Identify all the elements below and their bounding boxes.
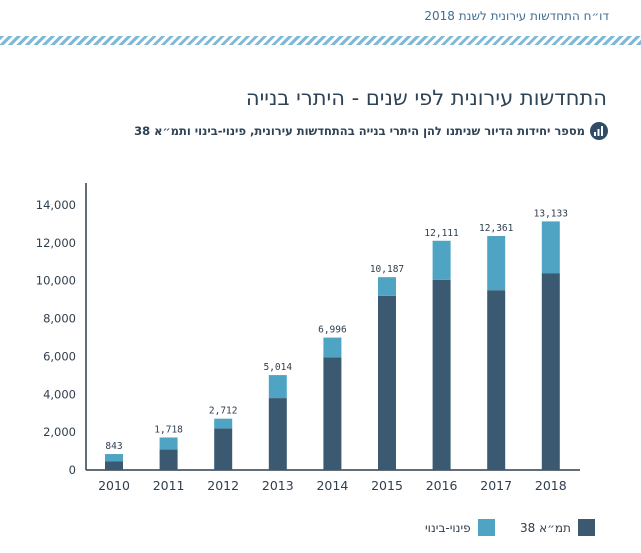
bar-segment-pinui-binui	[541, 221, 560, 274]
bar-segment-pinui-binui	[214, 418, 233, 429]
data-label: 5,014	[263, 362, 292, 373]
bar-segment-tama38	[159, 449, 178, 470]
data-label: 2,712	[209, 406, 238, 417]
data-label: 843	[105, 441, 122, 452]
bar-segment-tama38	[268, 398, 287, 470]
y-tick-label: 10,000	[36, 274, 76, 288]
data-label: 6,996	[318, 325, 347, 336]
bar-segment-tama38	[432, 279, 451, 470]
bar-segment-tama38	[541, 273, 560, 470]
data-label: 1,718	[154, 424, 183, 435]
legend-swatch	[477, 519, 495, 536]
data-label: 13,133	[534, 208, 568, 219]
bar-segment-pinui-binui	[159, 437, 178, 450]
bar-segment-tama38	[214, 428, 233, 470]
legend-swatch	[577, 519, 595, 536]
header-stripe	[0, 36, 641, 45]
bar-segment-pinui-binui	[105, 454, 123, 462]
bar-segment-tama38	[487, 290, 506, 470]
bar-segment-tama38	[323, 357, 342, 470]
y-tick-label: 4,000	[43, 387, 76, 401]
y-tick-label: 2,000	[43, 425, 76, 439]
chart-subtitle: מספר יחידות הדיור שניתנו להן היתרי בנייה…	[134, 124, 585, 138]
x-tick-label: 2013	[262, 478, 294, 493]
x-tick-label: 2017	[480, 478, 512, 493]
data-label: 12,111	[424, 228, 459, 239]
legend-label: תמ״א 38	[520, 520, 571, 535]
legend-label: פינוי-בינוי	[425, 520, 471, 535]
bar-segment-tama38	[105, 461, 123, 470]
x-tick-label: 2015	[371, 478, 403, 493]
x-tick-label: 2014	[316, 478, 348, 493]
y-tick-label: 14,000	[36, 198, 76, 212]
x-tick-label: 2010	[98, 478, 130, 493]
bar-chart-icon	[590, 122, 608, 140]
y-tick-label: 8,000	[43, 312, 76, 326]
x-tick-label: 2011	[153, 478, 185, 493]
bar-segment-tama38	[378, 295, 396, 470]
data-label: 12,361	[479, 223, 514, 234]
bar-segment-pinui-binui	[487, 236, 506, 291]
bar-segment-pinui-binui	[432, 240, 451, 280]
legend-item-series-1: פינוי-בינוי	[425, 519, 495, 536]
bar-segment-pinui-binui	[268, 375, 287, 399]
x-tick-label: 2018	[535, 478, 567, 493]
x-tick-label: 2012	[207, 478, 239, 493]
legend-item-series-2: תמ״א 38	[520, 519, 595, 536]
bar-segment-pinui-binui	[323, 337, 342, 358]
x-tick-label: 2016	[426, 478, 458, 493]
bar-segment-pinui-binui	[378, 277, 396, 296]
data-label: 10,187	[370, 264, 404, 275]
y-tick-label: 0	[69, 463, 76, 477]
chart-title: התחדשות עירונית לפי שנים - היתרי בנייה	[245, 86, 607, 110]
report-label: דו״ח התחדשות עירונית לשנת 2018	[424, 9, 609, 23]
y-tick-label: 6,000	[43, 349, 76, 363]
y-tick-label: 12,000	[36, 236, 76, 250]
